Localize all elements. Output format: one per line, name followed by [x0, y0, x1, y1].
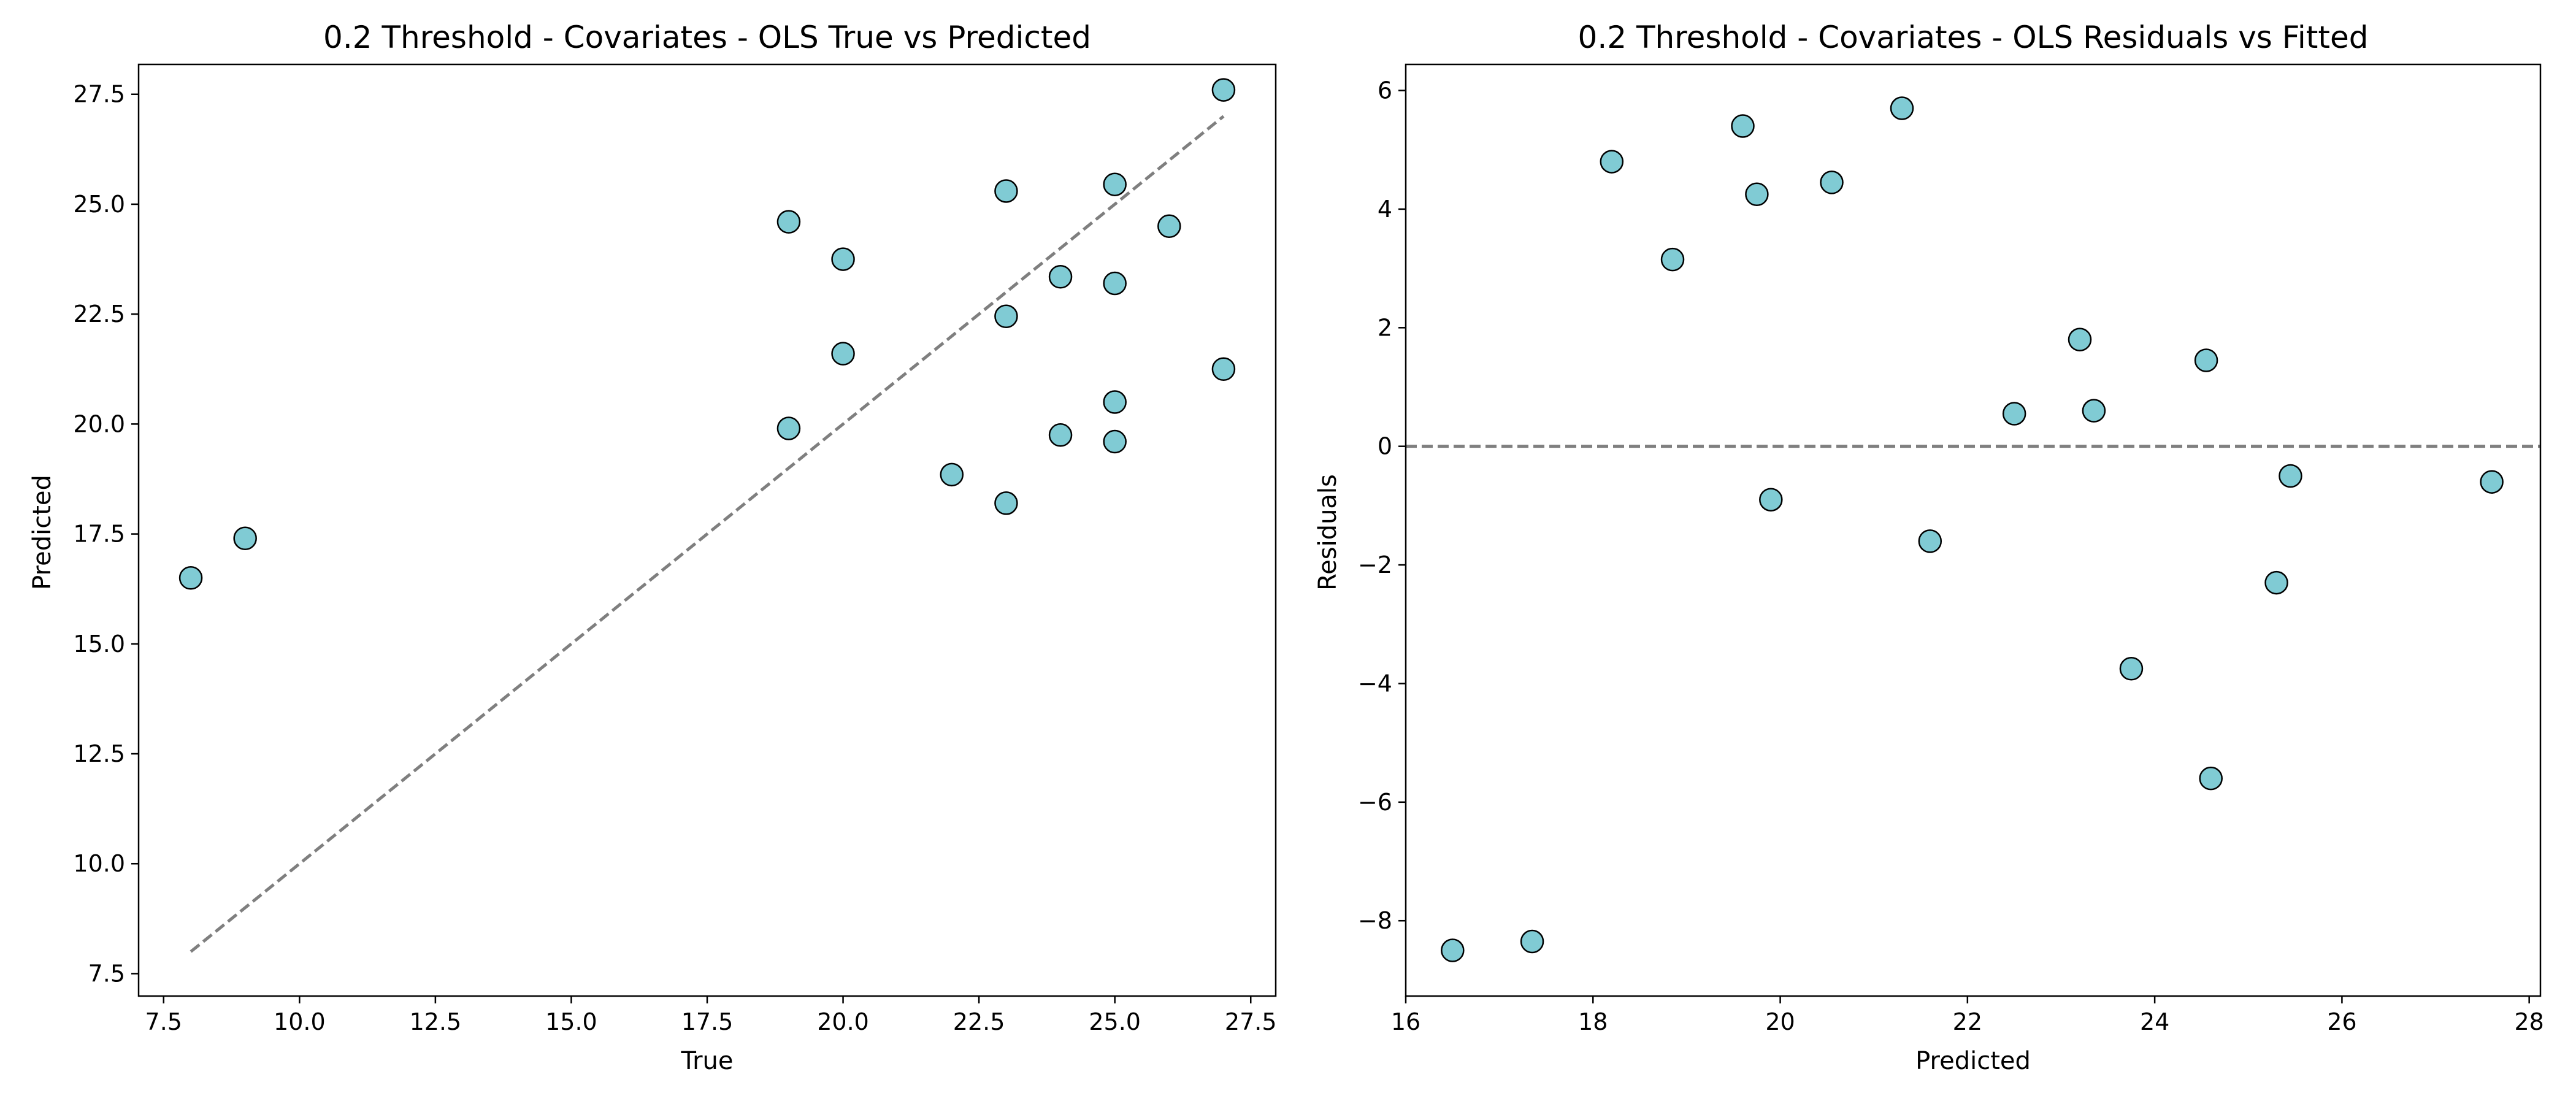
data-point [776, 210, 801, 234]
y-tick-label: 15.0 [73, 631, 125, 657]
data-point [2194, 348, 2218, 372]
x-tick-label: 20 [1765, 1008, 1795, 1035]
reference-line [190, 115, 1225, 953]
axes-frame [137, 63, 1277, 997]
x-tick-label: 22 [1953, 1008, 1982, 1035]
data-point [1890, 96, 1914, 120]
data-point [994, 304, 1018, 329]
y-tick-label: 17.5 [73, 521, 125, 548]
x-tick-label: 17.5 [681, 1008, 734, 1035]
data-point [2199, 766, 2223, 791]
data-point [1211, 357, 1236, 381]
data-point [2264, 570, 2288, 595]
y-axis-label: Residuals [1314, 474, 1342, 591]
data-point [2279, 464, 2302, 488]
data-point [1918, 529, 1942, 553]
axes-frame [1405, 63, 2542, 997]
y-tick-label: 25.0 [73, 191, 125, 218]
x-tick-label: 7.5 [145, 1008, 182, 1035]
data-point [994, 491, 1018, 515]
data-point [831, 247, 855, 271]
x-tick-label: 12.5 [410, 1008, 462, 1035]
x-tick-label: 18 [1578, 1008, 1608, 1035]
data-point [1157, 214, 1181, 239]
y-axis-label: Predicted [28, 475, 56, 590]
y-tick-label: 22.5 [73, 301, 125, 328]
x-tick-label: 26 [2327, 1008, 2356, 1035]
data-point [2002, 402, 2026, 426]
data-point [2082, 399, 2106, 423]
data-point [1103, 172, 1127, 196]
data-point [2480, 470, 2504, 494]
x-tick-label: 20.0 [817, 1008, 869, 1035]
data-point [1660, 247, 1685, 272]
data-point [1600, 150, 1624, 174]
data-point [994, 179, 1018, 203]
true-vs-predicted-panel: 0.2 Threshold - Covariates - OLS True vs… [28, 20, 1277, 1075]
data-point [178, 566, 203, 590]
data-point [1103, 429, 1127, 454]
y-tick-label: 6 [1378, 77, 1392, 104]
data-point [1048, 423, 1073, 447]
x-tick-label: 24 [2140, 1008, 2169, 1035]
data-point [1820, 171, 1844, 194]
data-point [2119, 657, 2144, 681]
data-point [1759, 488, 1783, 512]
data-point [831, 342, 855, 366]
y-tick-label: 12.5 [73, 740, 125, 767]
x-tick-label: 16 [1391, 1008, 1420, 1035]
plot-area: 7.5 10.0 12.5 15.0 17.5 20.0 22.5 25.0 27.5 7.5 10… [73, 63, 1277, 1035]
data-point [1048, 264, 1073, 289]
chart-title: 0.2 Threshold - Covariates - OLS Residua… [1578, 20, 2369, 55]
x-tick-label: 15.0 [545, 1008, 597, 1035]
data-point [2068, 328, 2092, 351]
y-tick-label: 20.0 [73, 410, 125, 437]
y-tick-label: 27.5 [73, 81, 125, 108]
x-tick-label: 25.0 [1089, 1008, 1141, 1035]
y-tick-label: −4 [1358, 670, 1392, 697]
y-tick-label: −2 [1358, 551, 1392, 578]
data-point [1520, 929, 1544, 954]
data-point [1441, 938, 1465, 962]
data-point [940, 462, 964, 487]
residuals-vs-fitted-panel: 0.2 Threshold - Covariates - OLS Residua… [1314, 20, 2544, 1075]
data-point [1745, 182, 1769, 207]
y-tick-label: −8 [1358, 907, 1392, 934]
data-point [1211, 78, 1236, 102]
chart-title: 0.2 Threshold - Covariates - OLS True vs… [323, 20, 1091, 55]
x-tick-label: 22.5 [953, 1008, 1005, 1035]
x-axis-label: True [681, 1047, 734, 1075]
x-tick-label: 10.0 [274, 1008, 326, 1035]
x-axis-label: Predicted [1915, 1047, 2031, 1075]
y-tick-label: 4 [1378, 196, 1392, 223]
y-tick-label: 7.5 [88, 960, 125, 987]
data-point [1731, 114, 1755, 138]
data-point [776, 416, 801, 440]
y-tick-label: 10.0 [73, 850, 125, 877]
x-tick-label: 27.5 [1225, 1008, 1277, 1035]
y-tick-label: −6 [1358, 789, 1392, 816]
y-tick-label: 2 [1378, 314, 1392, 341]
data-point [1103, 390, 1127, 414]
data-point [1103, 271, 1127, 296]
x-tick-label: 28 [2515, 1008, 2544, 1035]
y-tick-label: 0 [1378, 433, 1392, 460]
data-point [233, 526, 257, 551]
